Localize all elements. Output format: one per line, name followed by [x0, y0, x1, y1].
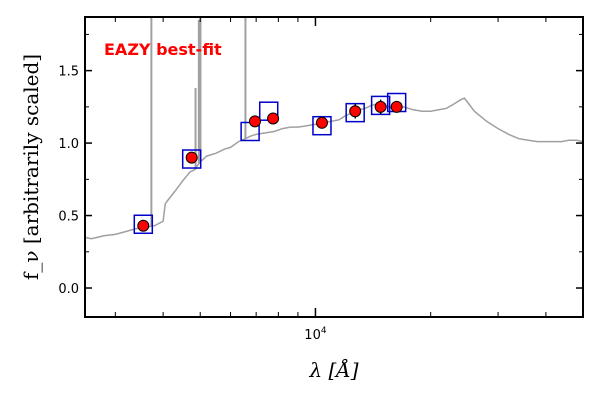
observed-flux-point — [315, 116, 328, 129]
ticks-layer: 0.0 0.5 1.0 1.5 104 — [58, 17, 583, 343]
model-flux-square — [345, 102, 365, 123]
observed-flux-point — [390, 100, 403, 113]
y-tick-label: 0.0 — [58, 282, 79, 297]
annotation-text: EAZY best-fit — [104, 40, 222, 59]
y-tick-label: 0.5 — [58, 210, 79, 225]
template-layer — [85, 17, 583, 240]
x-tick-label: 104 — [304, 326, 327, 343]
observed-flux-point — [349, 105, 362, 118]
observed-flux-point — [374, 100, 387, 113]
model-flux-square — [181, 149, 202, 169]
points-layer — [133, 92, 407, 234]
model-flux-square — [370, 95, 391, 116]
model-flux-square — [312, 115, 332, 136]
y-tick-label: 1.0 — [58, 137, 79, 152]
observed-flux-point — [248, 115, 261, 128]
x-axis-label: λ [Å] — [308, 357, 358, 382]
observed-flux-point — [137, 219, 150, 232]
model-flux-square — [133, 214, 154, 234]
template-spectrum-line — [85, 97, 583, 240]
observed-flux-point — [185, 151, 198, 164]
observed-flux-point — [267, 112, 280, 125]
y-tick-label: 1.5 — [58, 65, 79, 80]
plot-frame — [84, 16, 584, 318]
y-axis-label: f_ν [arbitrarily scaled] — [19, 54, 43, 280]
